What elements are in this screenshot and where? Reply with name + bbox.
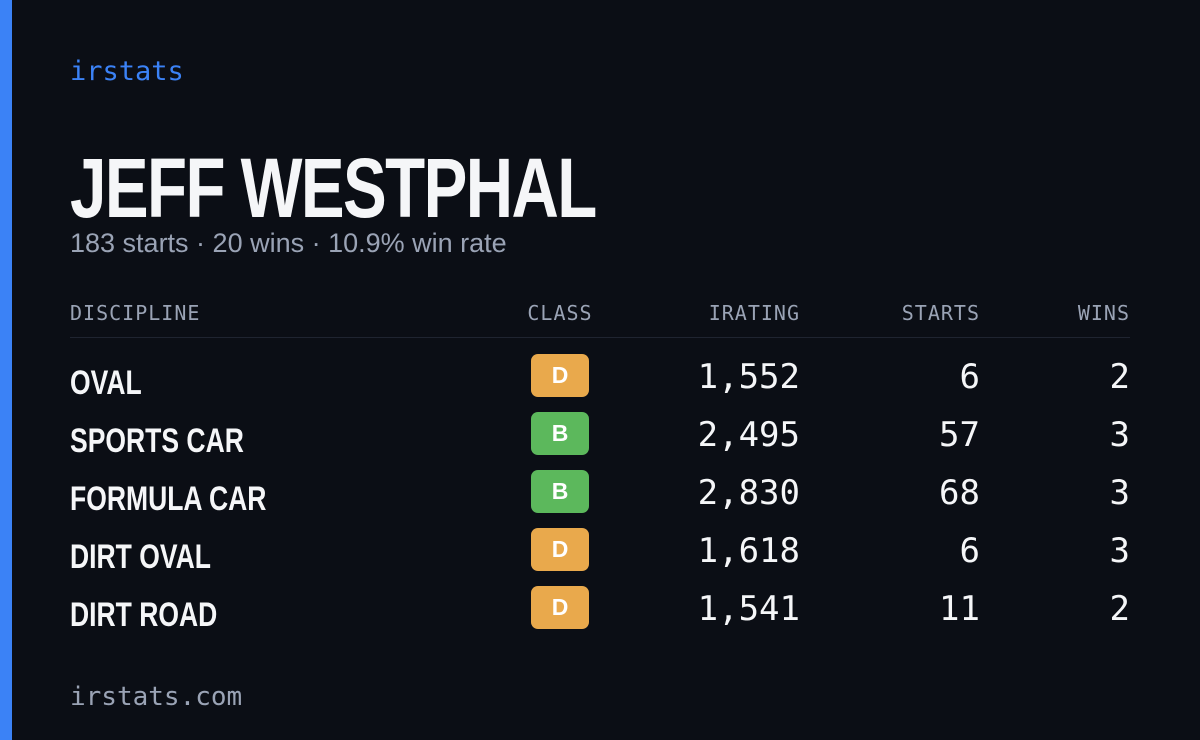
discipline: DIRT ROAD xyxy=(70,596,218,634)
class-badge: D xyxy=(531,354,589,397)
starts: 11 xyxy=(939,589,980,629)
accent-bar xyxy=(0,0,12,740)
brand: irstats xyxy=(70,56,184,87)
wins: 2 xyxy=(1109,589,1130,629)
irating: 1,552 xyxy=(697,357,800,397)
irating: 2,830 xyxy=(697,473,800,513)
irating: 1,618 xyxy=(697,531,800,571)
starts: 57 xyxy=(939,415,980,455)
wins: 3 xyxy=(1109,415,1130,455)
starts: 68 xyxy=(939,473,980,513)
wins: 3 xyxy=(1109,473,1130,513)
column-header: WINS xyxy=(1077,301,1130,325)
class-badge: B xyxy=(531,470,589,513)
wins: 3 xyxy=(1109,531,1130,571)
column-header: STARTS xyxy=(901,301,980,325)
irating: 1,541 xyxy=(697,589,800,629)
column-header: CLASS xyxy=(527,301,593,325)
irating: 2,495 xyxy=(697,415,800,455)
discipline: OVAL xyxy=(70,364,142,402)
discipline: SPORTS CAR xyxy=(70,422,244,460)
discipline: FORMULA CAR xyxy=(70,480,267,518)
title: JEFF WESTPHAL xyxy=(70,141,597,235)
footer: irstats.com xyxy=(70,682,243,712)
column-header: IRATING xyxy=(708,301,800,325)
class-badge: D xyxy=(531,528,589,571)
subtitle: 183 starts · 20 wins · 10.9% win rate xyxy=(70,228,507,258)
class-badge: D xyxy=(531,586,589,629)
wins: 2 xyxy=(1109,357,1130,397)
column-header: DISCIPLINE xyxy=(70,301,201,325)
starts: 6 xyxy=(959,531,980,571)
starts: 6 xyxy=(959,357,980,397)
discipline: DIRT OVAL xyxy=(70,538,211,576)
class-badge: B xyxy=(531,412,589,455)
divider xyxy=(70,337,1130,338)
